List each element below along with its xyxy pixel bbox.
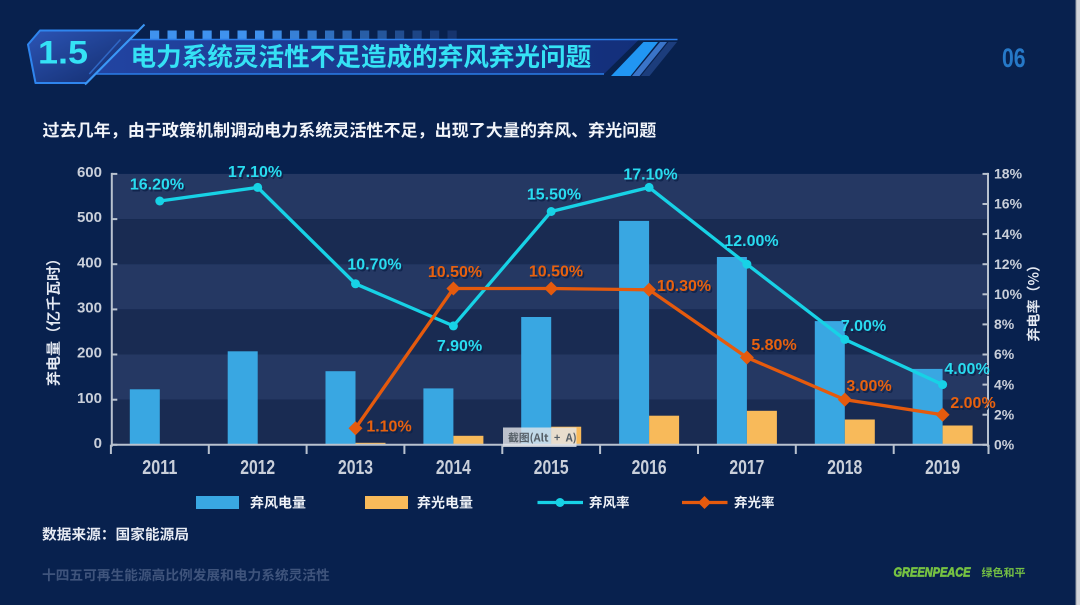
svg-text:15.50%: 15.50% bbox=[528, 188, 582, 205]
svg-text:400: 400 bbox=[77, 254, 102, 271]
svg-text:7.00%: 7.00% bbox=[842, 320, 887, 337]
svg-text:2.00%: 2.00% bbox=[950, 395, 995, 412]
svg-text:2018: 2018 bbox=[827, 457, 862, 479]
svg-text:200: 200 bbox=[77, 345, 102, 362]
svg-text:2015: 2015 bbox=[534, 457, 569, 479]
svg-text:18%: 18% bbox=[994, 166, 1023, 182]
svg-text:12.00%: 12.00% bbox=[724, 233, 778, 250]
svg-text:2019: 2019 bbox=[925, 457, 960, 479]
svg-text:17.10%: 17.10% bbox=[623, 166, 677, 183]
svg-text:500: 500 bbox=[77, 209, 102, 226]
svg-text:2%: 2% bbox=[994, 406, 1015, 422]
svg-text:14%: 14% bbox=[994, 226, 1023, 242]
svg-text:5.80%: 5.80% bbox=[751, 337, 796, 354]
svg-text:3.00%: 3.00% bbox=[846, 378, 891, 395]
svg-text:2012: 2012 bbox=[240, 457, 275, 479]
svg-text:16%: 16% bbox=[994, 196, 1023, 212]
svg-text:100: 100 bbox=[77, 390, 102, 407]
svg-text:2017: 2017 bbox=[729, 457, 764, 479]
svg-text:10%: 10% bbox=[994, 286, 1023, 302]
svg-text:10.70%: 10.70% bbox=[349, 258, 403, 275]
svg-text:2011: 2011 bbox=[142, 457, 177, 479]
svg-text:0: 0 bbox=[94, 435, 102, 452]
svg-text:4.00%: 4.00% bbox=[946, 363, 991, 380]
svg-text:16.20%: 16.20% bbox=[131, 178, 185, 195]
svg-text:GREENPEACE: GREENPEACE bbox=[894, 564, 971, 579]
svg-text:10.50%: 10.50% bbox=[529, 263, 583, 280]
svg-text:10.30%: 10.30% bbox=[658, 280, 712, 297]
svg-text:10.30%: 10.30% bbox=[657, 278, 711, 295]
svg-text:1.10%: 1.10% bbox=[368, 420, 413, 437]
svg-text:4.00%: 4.00% bbox=[944, 361, 989, 378]
svg-text:12.00%: 12.00% bbox=[726, 235, 780, 252]
svg-text:1.5: 1.5 bbox=[38, 34, 88, 70]
svg-text:600: 600 bbox=[77, 164, 102, 181]
svg-text:15.50%: 15.50% bbox=[527, 186, 581, 203]
svg-text:16.20%: 16.20% bbox=[130, 176, 184, 193]
svg-text:10.70%: 10.70% bbox=[347, 256, 401, 273]
svg-text:4%: 4% bbox=[994, 376, 1015, 392]
svg-text:2.00%: 2.00% bbox=[952, 397, 997, 414]
svg-text:300: 300 bbox=[77, 300, 102, 317]
svg-text:5.80%: 5.80% bbox=[753, 339, 798, 356]
svg-text:0%: 0% bbox=[994, 437, 1015, 453]
svg-text:7.00%: 7.00% bbox=[841, 318, 886, 335]
svg-text:7.90%: 7.90% bbox=[438, 340, 483, 357]
svg-text:10.50%: 10.50% bbox=[530, 265, 584, 282]
svg-text:2014: 2014 bbox=[436, 457, 472, 479]
svg-text:06: 06 bbox=[1002, 43, 1026, 73]
svg-text:2016: 2016 bbox=[632, 457, 667, 479]
svg-text:6%: 6% bbox=[994, 346, 1015, 362]
svg-text:3.00%: 3.00% bbox=[848, 380, 893, 397]
svg-text:8%: 8% bbox=[994, 316, 1015, 332]
svg-text:17.10%: 17.10% bbox=[625, 168, 679, 185]
svg-text:17.10%: 17.10% bbox=[228, 164, 282, 181]
svg-text:1.10%: 1.10% bbox=[366, 418, 411, 435]
svg-text:10.50%: 10.50% bbox=[428, 264, 482, 281]
svg-text:10.50%: 10.50% bbox=[429, 266, 483, 283]
svg-text:12%: 12% bbox=[994, 256, 1023, 272]
svg-text:17.10%: 17.10% bbox=[229, 166, 283, 183]
svg-text:7.90%: 7.90% bbox=[437, 338, 482, 355]
svg-text:2013: 2013 bbox=[338, 457, 373, 479]
